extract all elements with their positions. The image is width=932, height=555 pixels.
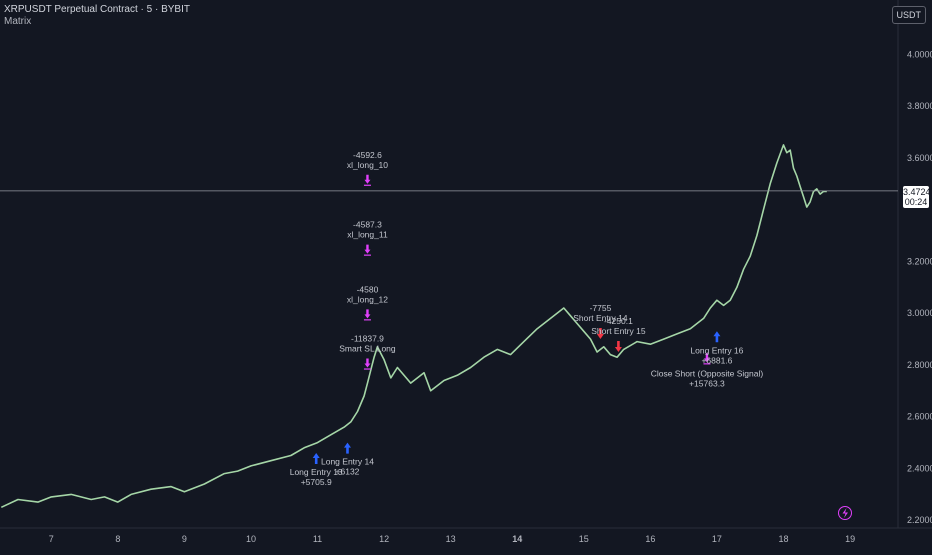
x-tick-label: 10: [246, 534, 256, 544]
long-entry-arrow-icon: [312, 452, 320, 464]
trade-annotation-label: +6132: [336, 467, 360, 477]
price-series-line: [0, 144, 827, 509]
exit-marker-icon: [364, 358, 371, 368]
y-tick-label: 2.4000: [907, 463, 932, 473]
exit-marker-icon: [364, 244, 371, 254]
y-tick-label: 2.6000: [907, 412, 932, 422]
short-entry-arrow-icon: [596, 328, 604, 340]
y-tick-label: 3.8000: [907, 101, 932, 111]
currency-button[interactable]: USDT: [891, 6, 926, 24]
series-layer: [0, 144, 898, 509]
trade-annotation-label: Long Entry 13: [290, 467, 343, 477]
exit-marker-icon: [364, 174, 371, 184]
current-price-value: 3.4724: [903, 187, 931, 197]
y-tick-label: 4.0000: [907, 49, 932, 59]
trade-annotation-label: +15763.3: [689, 378, 725, 388]
x-tick-label: 17: [712, 534, 722, 544]
bar-countdown: 00:24: [904, 197, 928, 207]
x-tick-label: 19: [845, 534, 855, 544]
trade-annotation-label: Close Short (Opposite Signal): [651, 368, 764, 378]
trade-annotation-label: -4592.6: [353, 150, 382, 160]
trade-annotation-label: Long Entry 16: [690, 345, 743, 355]
axis-layer: 4.0000 3.8000 3.6000 3.2000 3.0000 2.8000 2.60…: [49, 49, 932, 544]
x-tick-label: 16: [645, 534, 655, 544]
x-tick-label: 18: [778, 534, 788, 544]
lightning-icon: [842, 508, 848, 518]
long-entry-arrow-icon: [343, 442, 351, 454]
trade-annotation-label: xl_long_12: [347, 294, 388, 304]
x-tick-label: 8: [115, 534, 120, 544]
trade-annotation-label: +6881.6: [701, 355, 732, 365]
y-tick-label: 2.8000: [907, 360, 932, 370]
trade-annotation-label: Smart SL Long: [339, 344, 396, 354]
current-price-badge: 3.4724 00:24: [903, 186, 931, 208]
y-tick-label: 3.6000: [907, 153, 932, 163]
short-entry-arrow-icon: [614, 341, 622, 352]
x-tick-label: 13: [446, 534, 456, 544]
x-tick-label: 11: [313, 534, 322, 544]
trade-annotation-label: -4250.1: [604, 316, 633, 326]
y-tick-label: 2.2000: [907, 515, 932, 525]
trade-annotation-label: Short Entry 14: [573, 313, 628, 323]
marker-layer: Long Entry 13+5705.9 Long Entry 14+6132 -4…: [290, 150, 852, 520]
x-tick-label: 15: [579, 534, 589, 544]
trade-annotation-label: xl_long_11: [347, 230, 388, 240]
exit-marker-icon: [703, 353, 710, 363]
lightning-badge-icon: [838, 506, 852, 520]
indicator-name[interactable]: Matrix: [4, 16, 32, 27]
trade-annotation-label: -7755: [590, 303, 612, 313]
x-tick-label: 14: [512, 534, 522, 544]
trade-annotation-label: +5705.9: [301, 477, 332, 487]
y-tick-label: 3.0000: [907, 308, 932, 318]
symbol-title[interactable]: XRPUSDT Perpetual Contract · 5 · BYBIT: [4, 4, 190, 15]
trade-annotation-label: Long Entry 14: [321, 457, 374, 467]
trade-annotation-label: Short Entry 15: [591, 326, 646, 336]
trade-annotation-label: -4580: [357, 284, 379, 294]
y-tick-label: 3.2000: [907, 256, 932, 266]
chart-header: XRPUSDT Perpetual Contract · 5 · BYBIT M…: [4, 4, 190, 28]
x-tick-label: 12: [379, 534, 389, 544]
trade-annotation-label: -11837.9: [351, 334, 384, 344]
long-entry-arrow-icon: [713, 331, 721, 343]
exit-marker-icon: [364, 309, 371, 319]
trade-annotation-label: -4587.3: [353, 220, 382, 230]
x-tick-label: 7: [49, 534, 54, 544]
x-tick-label: 9: [182, 534, 187, 544]
trade-annotation-label: xl_long_10: [347, 160, 388, 170]
